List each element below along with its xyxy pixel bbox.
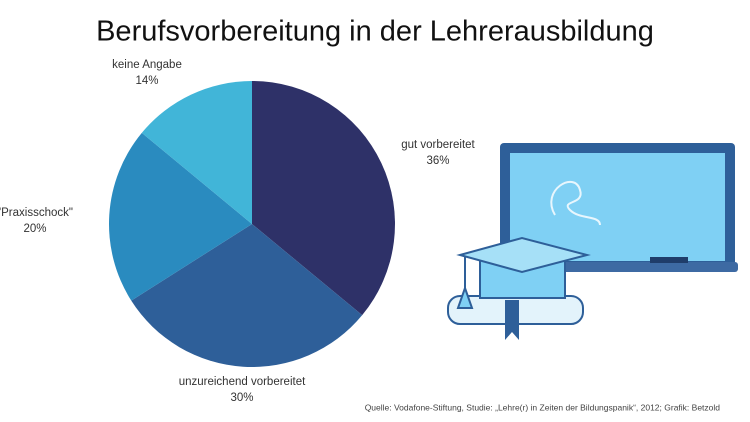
diploma-ribbon — [505, 300, 519, 340]
slice-label: keine Angabe — [112, 59, 182, 71]
chalk-scribble — [550, 180, 601, 226]
slice-value-label: 20% — [23, 223, 46, 235]
eraser — [650, 257, 688, 263]
pie-slice — [252, 81, 395, 316]
board-surface — [510, 153, 725, 261]
source-note: Quelle: Vodafone-Stiftung, Studie: „Lehr… — [365, 402, 721, 412]
slice-value-label: 14% — [135, 75, 158, 87]
illustration — [447, 143, 738, 340]
slice-value-label: 36% — [426, 155, 449, 167]
pie-slice — [131, 224, 363, 367]
chart-title: Berufsvorbereitung in der Lehrerausbildu… — [96, 16, 654, 48]
pie-slice — [141, 81, 252, 224]
slice-label: unzureichend vorbereitet — [179, 376, 306, 388]
slice-value-label: 30% — [230, 392, 253, 404]
slice-label: "Praxisschock" — [0, 207, 73, 219]
pie-slice — [109, 132, 252, 301]
slice-label: gut vorbereitet — [401, 139, 475, 151]
cap-top — [456, 236, 591, 274]
tassel — [456, 284, 474, 309]
